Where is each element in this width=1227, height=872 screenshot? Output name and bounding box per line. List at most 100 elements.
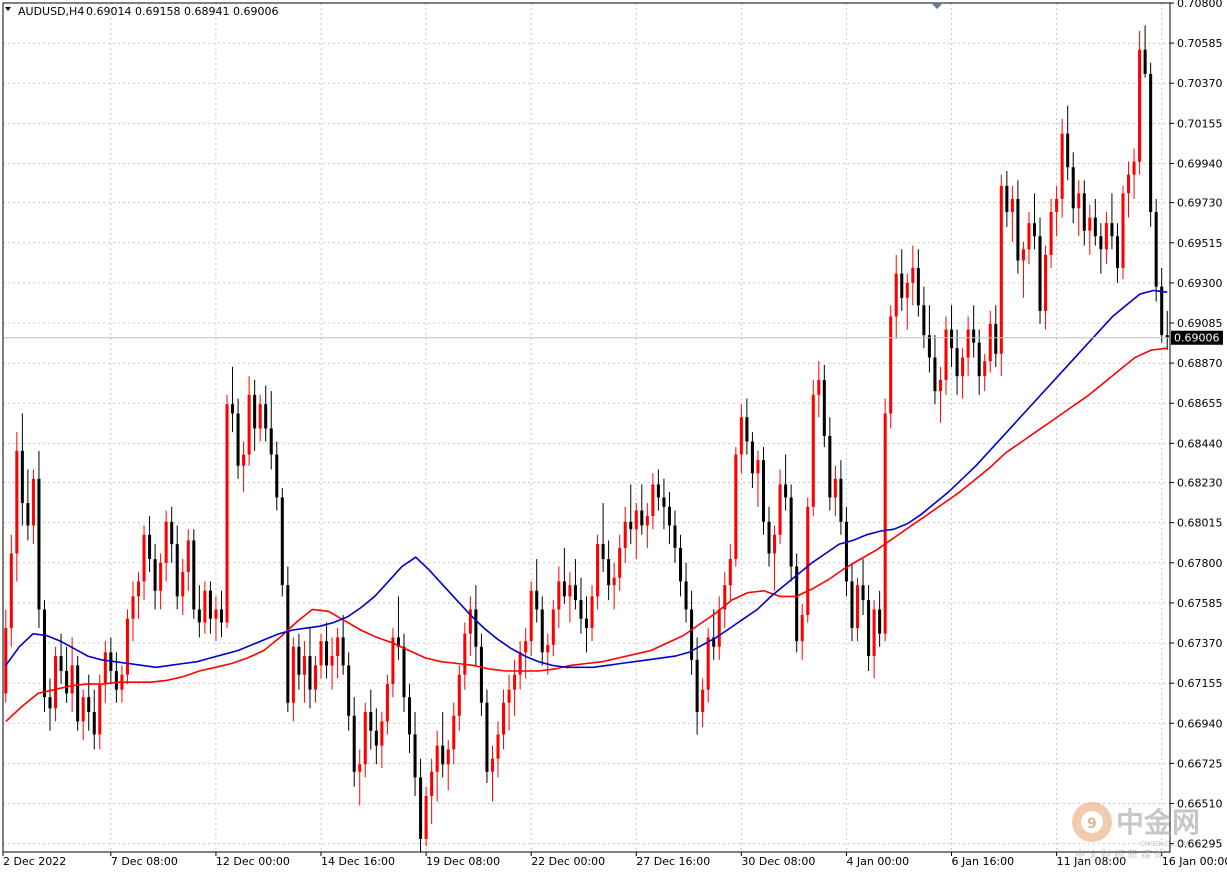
candle[interactable] [1071, 152, 1075, 224]
candle[interactable] [308, 628, 312, 709]
candle[interactable] [551, 600, 555, 657]
candle[interactable] [76, 656, 80, 731]
candle[interactable] [1121, 185, 1125, 280]
candle[interactable] [883, 398, 887, 642]
candle[interactable] [529, 581, 533, 657]
candle[interactable] [789, 484, 793, 582]
candle[interactable] [1016, 180, 1020, 274]
candle[interactable] [518, 641, 522, 690]
candle[interactable] [385, 674, 389, 735]
candle[interactable] [596, 534, 600, 610]
candle[interactable] [1160, 267, 1164, 343]
candle[interactable] [242, 441, 246, 492]
candle[interactable] [1115, 223, 1119, 283]
candle[interactable] [640, 484, 644, 535]
candle[interactable] [380, 712, 384, 769]
candle[interactable] [557, 566, 561, 629]
candle[interactable] [911, 245, 915, 306]
candle[interactable] [225, 394, 229, 629]
candle[interactable] [761, 447, 766, 535]
candle[interactable] [164, 510, 168, 582]
candle[interactable] [446, 740, 450, 791]
candle[interactable] [1010, 185, 1014, 242]
candle[interactable] [114, 652, 118, 703]
candle[interactable] [474, 585, 478, 666]
candle[interactable] [712, 609, 716, 660]
candle[interactable] [247, 376, 251, 466]
candle[interactable] [419, 758, 423, 852]
candle[interactable] [1005, 170, 1009, 227]
candle[interactable] [280, 488, 284, 597]
candle[interactable] [1060, 118, 1064, 218]
candle[interactable] [662, 478, 666, 530]
candle[interactable] [546, 633, 550, 675]
candle[interactable] [26, 469, 30, 541]
candle[interactable] [872, 600, 876, 679]
candle[interactable] [1143, 25, 1147, 78]
candle[interactable] [264, 385, 268, 442]
candle[interactable] [728, 544, 732, 601]
candle[interactable] [573, 559, 577, 610]
candle[interactable] [1027, 211, 1031, 265]
candle[interactable] [629, 484, 633, 545]
candle[interactable] [590, 585, 594, 642]
candle[interactable] [778, 469, 782, 545]
candle[interactable] [745, 398, 749, 455]
candle[interactable] [651, 473, 655, 530]
candle[interactable] [236, 398, 240, 479]
candle[interactable] [988, 310, 992, 373]
candle[interactable] [950, 305, 954, 367]
candle[interactable] [850, 562, 854, 642]
candle[interactable] [330, 637, 334, 690]
candle[interactable] [54, 646, 58, 722]
candle[interactable] [313, 656, 318, 703]
candle[interactable] [1077, 180, 1081, 237]
candle[interactable] [15, 432, 19, 582]
candle[interactable] [48, 678, 52, 731]
candle[interactable] [435, 730, 439, 802]
candle[interactable] [1032, 193, 1037, 250]
candle[interactable] [983, 353, 987, 392]
candle[interactable] [1055, 185, 1059, 237]
candle[interactable] [37, 450, 41, 629]
candle[interactable] [839, 460, 843, 535]
candle[interactable] [336, 628, 340, 679]
candle[interactable] [148, 516, 152, 573]
candle[interactable] [374, 708, 378, 765]
candle[interactable] [584, 596, 589, 653]
candle[interactable] [656, 469, 660, 511]
candle[interactable] [258, 394, 262, 442]
candle[interactable] [131, 581, 135, 642]
candle[interactable] [734, 447, 738, 567]
candle[interactable] [468, 596, 472, 657]
candle[interactable] [706, 628, 710, 703]
candle[interactable] [817, 361, 821, 418]
candle[interactable] [1138, 30, 1142, 175]
candle[interactable] [65, 646, 69, 703]
candle[interactable] [142, 525, 146, 601]
candle[interactable] [253, 379, 257, 451]
candle[interactable] [1099, 223, 1103, 274]
candle[interactable] [9, 534, 13, 647]
candle[interactable] [878, 590, 882, 647]
candle[interactable] [490, 745, 494, 802]
candle[interactable] [98, 674, 102, 750]
candle[interactable] [402, 633, 406, 713]
candle[interactable] [1049, 198, 1053, 268]
candle[interactable] [369, 689, 373, 750]
scroll-shift-icon[interactable] [931, 3, 943, 9]
candle[interactable] [319, 633, 323, 679]
candle[interactable] [457, 665, 461, 731]
candle[interactable] [496, 721, 500, 778]
candle[interactable] [618, 534, 622, 591]
candle[interactable] [767, 506, 771, 567]
candle[interactable] [601, 503, 605, 573]
candle[interactable] [479, 633, 483, 716]
candle[interactable] [363, 702, 367, 778]
candle[interactable] [535, 559, 539, 623]
candle[interactable] [1082, 180, 1086, 246]
candle[interactable] [352, 697, 356, 787]
candle[interactable] [905, 273, 909, 330]
candle[interactable] [900, 249, 904, 311]
